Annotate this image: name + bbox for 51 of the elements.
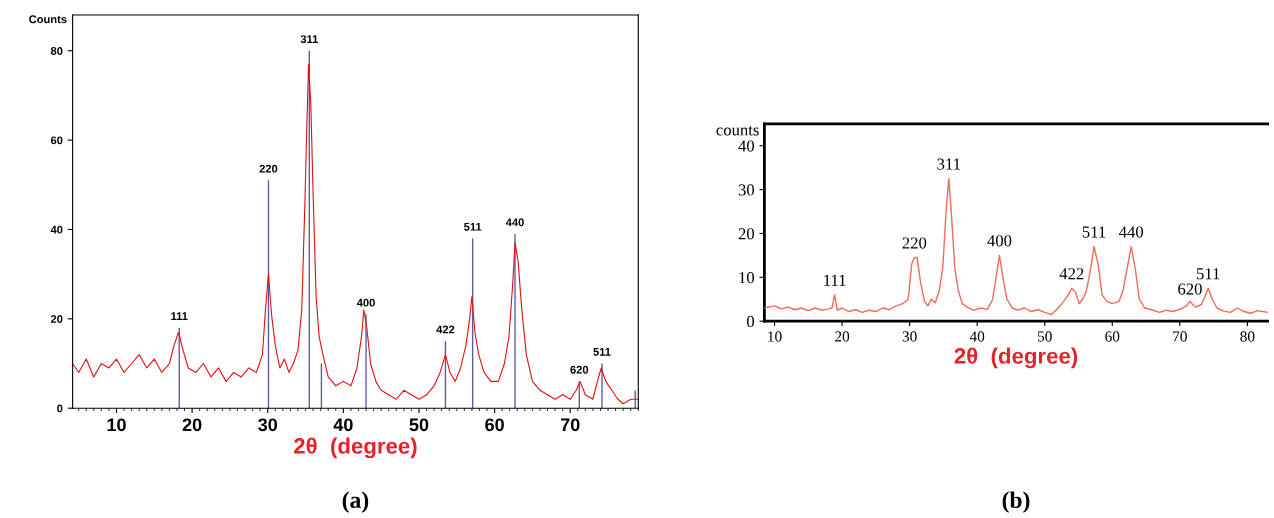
text: (a) xyxy=(342,491,369,513)
annotation: 400 xyxy=(987,235,1012,247)
y-axis-title: counts xyxy=(716,125,759,136)
annotation: 422 xyxy=(1059,268,1084,280)
x-tick-label: 80 xyxy=(1240,331,1255,342)
line-series xyxy=(72,63,639,405)
x-tick-label: 30 xyxy=(902,331,917,342)
line-series xyxy=(764,177,1268,316)
y-tick-label: 0 xyxy=(746,315,755,328)
text: (b) xyxy=(1002,491,1030,513)
annotation: 440 xyxy=(505,218,524,227)
x-tick-label: 30 xyxy=(258,418,278,432)
x-tick-label: 10 xyxy=(107,418,126,432)
annotation: 440 xyxy=(1119,226,1144,238)
annotation: 511 xyxy=(593,348,611,356)
x-tick-label: 40 xyxy=(333,418,353,432)
x-tick-label: 20 xyxy=(835,331,850,342)
y-tick-label: 60 xyxy=(50,136,63,145)
annotation: 511 xyxy=(1082,226,1106,238)
y-axis-title: Counts xyxy=(29,15,67,24)
x-axis-title: 2θ (degree) xyxy=(294,437,417,459)
annotation: 620 xyxy=(570,365,589,374)
y-tick-label: 20 xyxy=(738,228,755,240)
y-tick-label: 80 xyxy=(50,47,63,55)
x-tick-label: 70 xyxy=(560,418,580,432)
annotation: 220 xyxy=(259,164,278,173)
annotation: 511 xyxy=(1196,268,1220,280)
x-tick-label: 40 xyxy=(969,331,985,342)
x-tick-label: 70 xyxy=(1173,331,1187,342)
x-tick-label: 60 xyxy=(485,418,504,432)
annotation: 511 xyxy=(464,222,482,231)
annotation: 111 xyxy=(171,312,188,320)
annotation: 620 xyxy=(1178,283,1202,295)
y-tick-label: 20 xyxy=(50,315,63,323)
annotation: 311 xyxy=(937,158,960,170)
x-axis-title: 2θ (degree) xyxy=(954,347,1078,369)
y-tick-label: 40 xyxy=(738,140,755,152)
annotation: 400 xyxy=(356,298,375,307)
y-tick-label: 0 xyxy=(57,404,63,413)
annotation: 111 xyxy=(824,274,846,286)
annotation: 220 xyxy=(902,237,927,249)
y-tick-label: 10 xyxy=(739,272,755,284)
x-tick-label: 50 xyxy=(409,418,429,432)
x-tick-label: 10 xyxy=(768,331,782,342)
x-tick-label: 50 xyxy=(1037,331,1052,342)
x-tick-label: 20 xyxy=(182,418,202,432)
y-tick-label: 40 xyxy=(50,225,63,234)
annotation: 311 xyxy=(300,35,318,44)
y-tick-label: 30 xyxy=(738,184,755,196)
annotation: 422 xyxy=(436,325,455,334)
x-tick-label: 60 xyxy=(1105,331,1120,342)
